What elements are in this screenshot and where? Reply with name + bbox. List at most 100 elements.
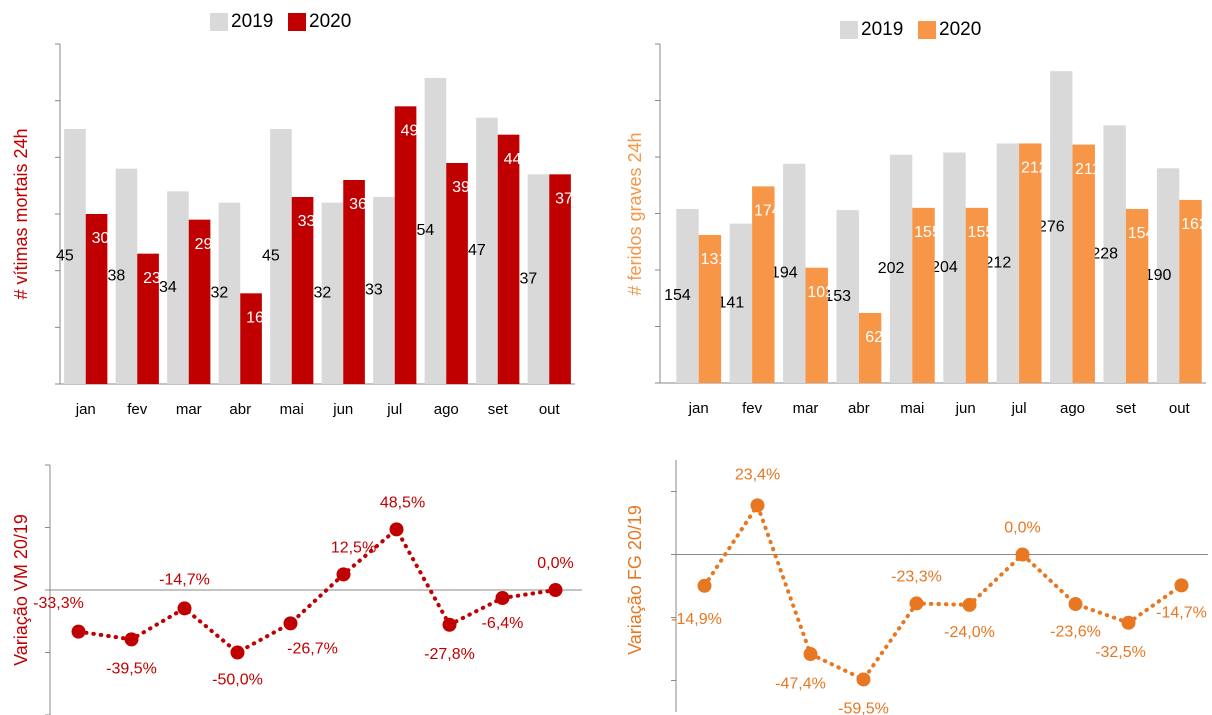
legend-swatch (210, 13, 228, 31)
value-label: 154 (1128, 225, 1155, 242)
marker (909, 596, 924, 611)
marker (856, 672, 871, 687)
value-label: 155 (914, 224, 941, 241)
bar (497, 134, 520, 384)
bar (836, 210, 859, 383)
bar (394, 106, 417, 384)
value-label: 0,0% (1004, 520, 1040, 537)
marker (230, 645, 245, 660)
value-label: 32 (211, 285, 229, 302)
value-label: 228 (1091, 245, 1118, 262)
value-label: 34 (159, 279, 177, 296)
bar (783, 163, 806, 383)
value-label: 131 (701, 251, 728, 268)
value-label: 174 (754, 203, 781, 220)
bar (446, 163, 468, 384)
value-label: 16 (246, 310, 264, 327)
bar (321, 202, 344, 384)
bar (1156, 168, 1180, 383)
value-label: -32,5% (1095, 644, 1146, 661)
x-tick-label: jan (75, 401, 96, 418)
x-tick-label: fev (742, 400, 763, 417)
bar (676, 208, 699, 383)
value-label: 194 (771, 265, 798, 282)
value-label: 38 (108, 268, 126, 285)
x-tick-label: jan (688, 400, 709, 417)
bar (137, 253, 159, 384)
marker (548, 583, 563, 597)
y-axis-label: Variação VM 20/19 (11, 514, 31, 666)
bar (188, 219, 211, 384)
value-label: 39 (452, 179, 470, 196)
x-tick-label: out (539, 401, 561, 418)
bar (698, 234, 722, 383)
x-tick-label: abr (848, 400, 870, 417)
value-label: -26,7% (287, 641, 338, 658)
marker (495, 591, 510, 605)
x-tick-label: set (1116, 400, 1137, 417)
y-axis-label: # feridos graves 24h (625, 132, 645, 295)
x-tick-label: jul (1011, 400, 1027, 417)
bar (858, 312, 882, 383)
value-label: 47 (468, 242, 486, 259)
bar (218, 202, 241, 384)
value-label: 154 (664, 287, 691, 304)
marker (442, 617, 457, 632)
marker (803, 647, 818, 662)
value-label: -14,7% (159, 572, 210, 589)
bar (115, 168, 138, 384)
x-tick-label: jul (386, 401, 402, 418)
value-label: -39,5% (106, 661, 157, 678)
bar (240, 293, 262, 384)
value-label: 44 (504, 151, 522, 168)
value-label: 30 (92, 230, 110, 247)
legend-label: 2019 (861, 19, 903, 40)
x-tick-label: fev (127, 401, 148, 418)
bar (343, 180, 365, 384)
legend-swatch (840, 21, 858, 39)
bar (85, 214, 108, 384)
value-label: -27,8% (424, 646, 475, 663)
value-label: -14,7% (1156, 605, 1207, 622)
value-label: 54 (417, 222, 435, 239)
value-label: -50,0% (212, 672, 263, 689)
bar (1072, 144, 1095, 383)
bar (167, 191, 189, 384)
bar (1125, 208, 1149, 383)
legend-swatch (288, 13, 306, 31)
value-label: 0,0% (537, 555, 573, 572)
value-label: -47,4% (775, 675, 826, 692)
value-label: 49 (401, 123, 419, 140)
x-tick-label: out (1169, 400, 1191, 417)
marker (71, 624, 86, 639)
x-tick-label: ago (434, 401, 459, 418)
bar (527, 174, 550, 384)
y-axis-label: Variação FG 20/19 (625, 505, 645, 655)
bar (549, 174, 571, 384)
bar (373, 197, 395, 384)
bar (476, 117, 498, 385)
line (702, 500, 1184, 682)
value-label: 37 (520, 270, 538, 287)
value-label: 153 (824, 288, 851, 305)
bar (1103, 125, 1126, 384)
x-tick-label: ago (1060, 400, 1085, 417)
bar (1050, 71, 1073, 384)
value-label: -59,5% (838, 701, 889, 715)
x-tick-label: jun (955, 400, 976, 417)
bar (805, 267, 828, 383)
value-label: 190 (1145, 267, 1172, 284)
value-label: -23,3% (891, 569, 942, 586)
marker (177, 601, 192, 616)
legend-label: 2019 (231, 11, 273, 32)
value-label: 211 (1075, 161, 1101, 178)
value-label: 29 (195, 236, 213, 253)
x-tick-label: set (488, 401, 509, 418)
bar (291, 197, 314, 384)
value-label: 162 (1181, 216, 1208, 233)
marker (389, 522, 404, 537)
x-tick-label: mar (793, 400, 819, 417)
legend-swatch (918, 21, 936, 39)
marker (1015, 547, 1030, 562)
